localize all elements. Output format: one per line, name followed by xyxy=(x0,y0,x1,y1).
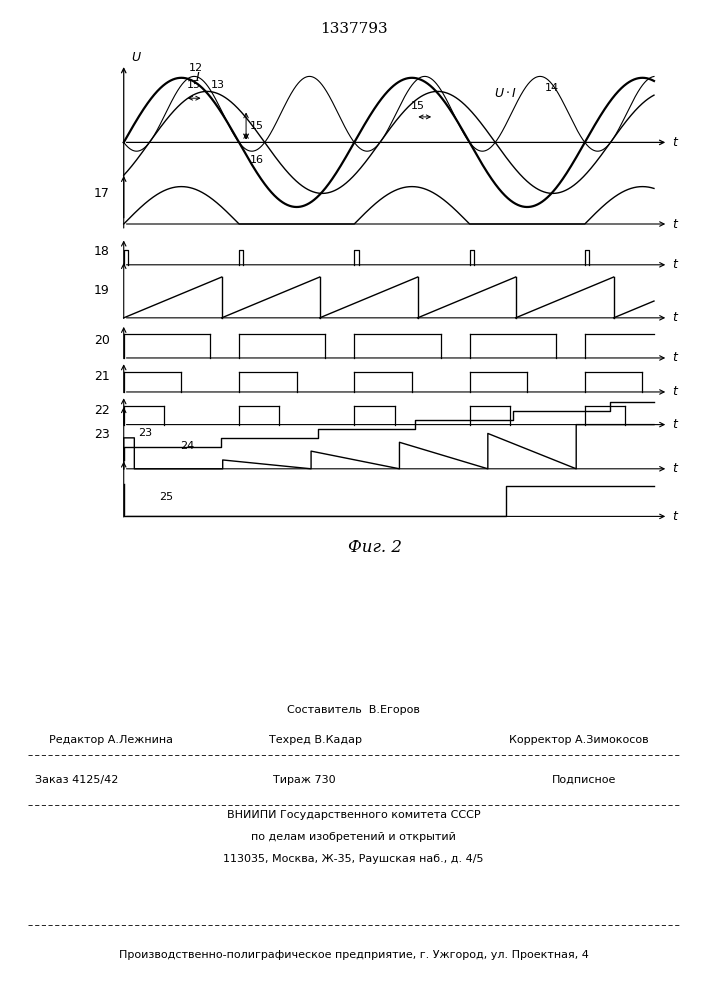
Text: 21: 21 xyxy=(94,370,110,383)
Text: Тираж 730: Тираж 730 xyxy=(273,775,335,785)
Text: 1337793: 1337793 xyxy=(320,22,387,36)
Text: 113035, Москва, Ж-35, Раушская наб., д. 4/5: 113035, Москва, Ж-35, Раушская наб., д. … xyxy=(223,854,484,864)
Text: $t$: $t$ xyxy=(672,510,679,523)
Text: Производственно-полиграфическое предприятие, г. Ужгород, ул. Проектная, 4: Производственно-полиграфическое предприя… xyxy=(119,950,588,960)
Text: 23: 23 xyxy=(138,428,152,438)
Text: $t$: $t$ xyxy=(672,311,679,324)
Text: 12: 12 xyxy=(189,63,203,73)
Text: Подписное: Подписное xyxy=(551,775,616,785)
Text: 16: 16 xyxy=(250,155,264,165)
Text: $t$: $t$ xyxy=(672,462,679,475)
Text: 18: 18 xyxy=(94,245,110,258)
Text: Техред В.Кадар: Техред В.Кадар xyxy=(269,735,362,745)
Text: $t$: $t$ xyxy=(672,351,679,364)
Text: 14: 14 xyxy=(544,83,559,93)
Text: Составитель  В.Егоров: Составитель В.Егоров xyxy=(287,705,420,715)
Text: 17: 17 xyxy=(94,187,110,200)
Text: Редактор А.Лежнина: Редактор А.Лежнина xyxy=(49,735,173,745)
Text: 23: 23 xyxy=(94,428,110,441)
Text: 24: 24 xyxy=(180,441,194,451)
Text: Фиг. 2: Фиг. 2 xyxy=(348,538,402,556)
Text: $t$: $t$ xyxy=(672,418,679,431)
Text: ВНИИПИ Государственного комитета СССР: ВНИИПИ Государственного комитета СССР xyxy=(227,810,480,820)
Text: $t$: $t$ xyxy=(672,385,679,398)
Text: 15: 15 xyxy=(250,121,264,131)
Text: 15: 15 xyxy=(187,80,201,90)
Text: $U \cdot I$: $U \cdot I$ xyxy=(493,87,518,100)
Text: по делам изобретений и открытий: по делам изобретений и открытий xyxy=(251,832,456,842)
Text: 15: 15 xyxy=(411,101,425,111)
Text: $t$: $t$ xyxy=(672,136,679,149)
Text: 20: 20 xyxy=(94,334,110,347)
Text: $t$: $t$ xyxy=(672,258,679,271)
Text: 19: 19 xyxy=(94,284,110,297)
Text: Заказ 4125/42: Заказ 4125/42 xyxy=(35,775,119,785)
Text: $U$: $U$ xyxy=(131,51,141,64)
Text: $I$: $I$ xyxy=(194,71,200,84)
Text: Корректор А.Зимокосов: Корректор А.Зимокосов xyxy=(509,735,648,745)
Text: $t$: $t$ xyxy=(672,218,679,231)
Text: 13: 13 xyxy=(211,80,225,90)
Text: 22: 22 xyxy=(94,404,110,417)
Text: 25: 25 xyxy=(159,492,173,502)
